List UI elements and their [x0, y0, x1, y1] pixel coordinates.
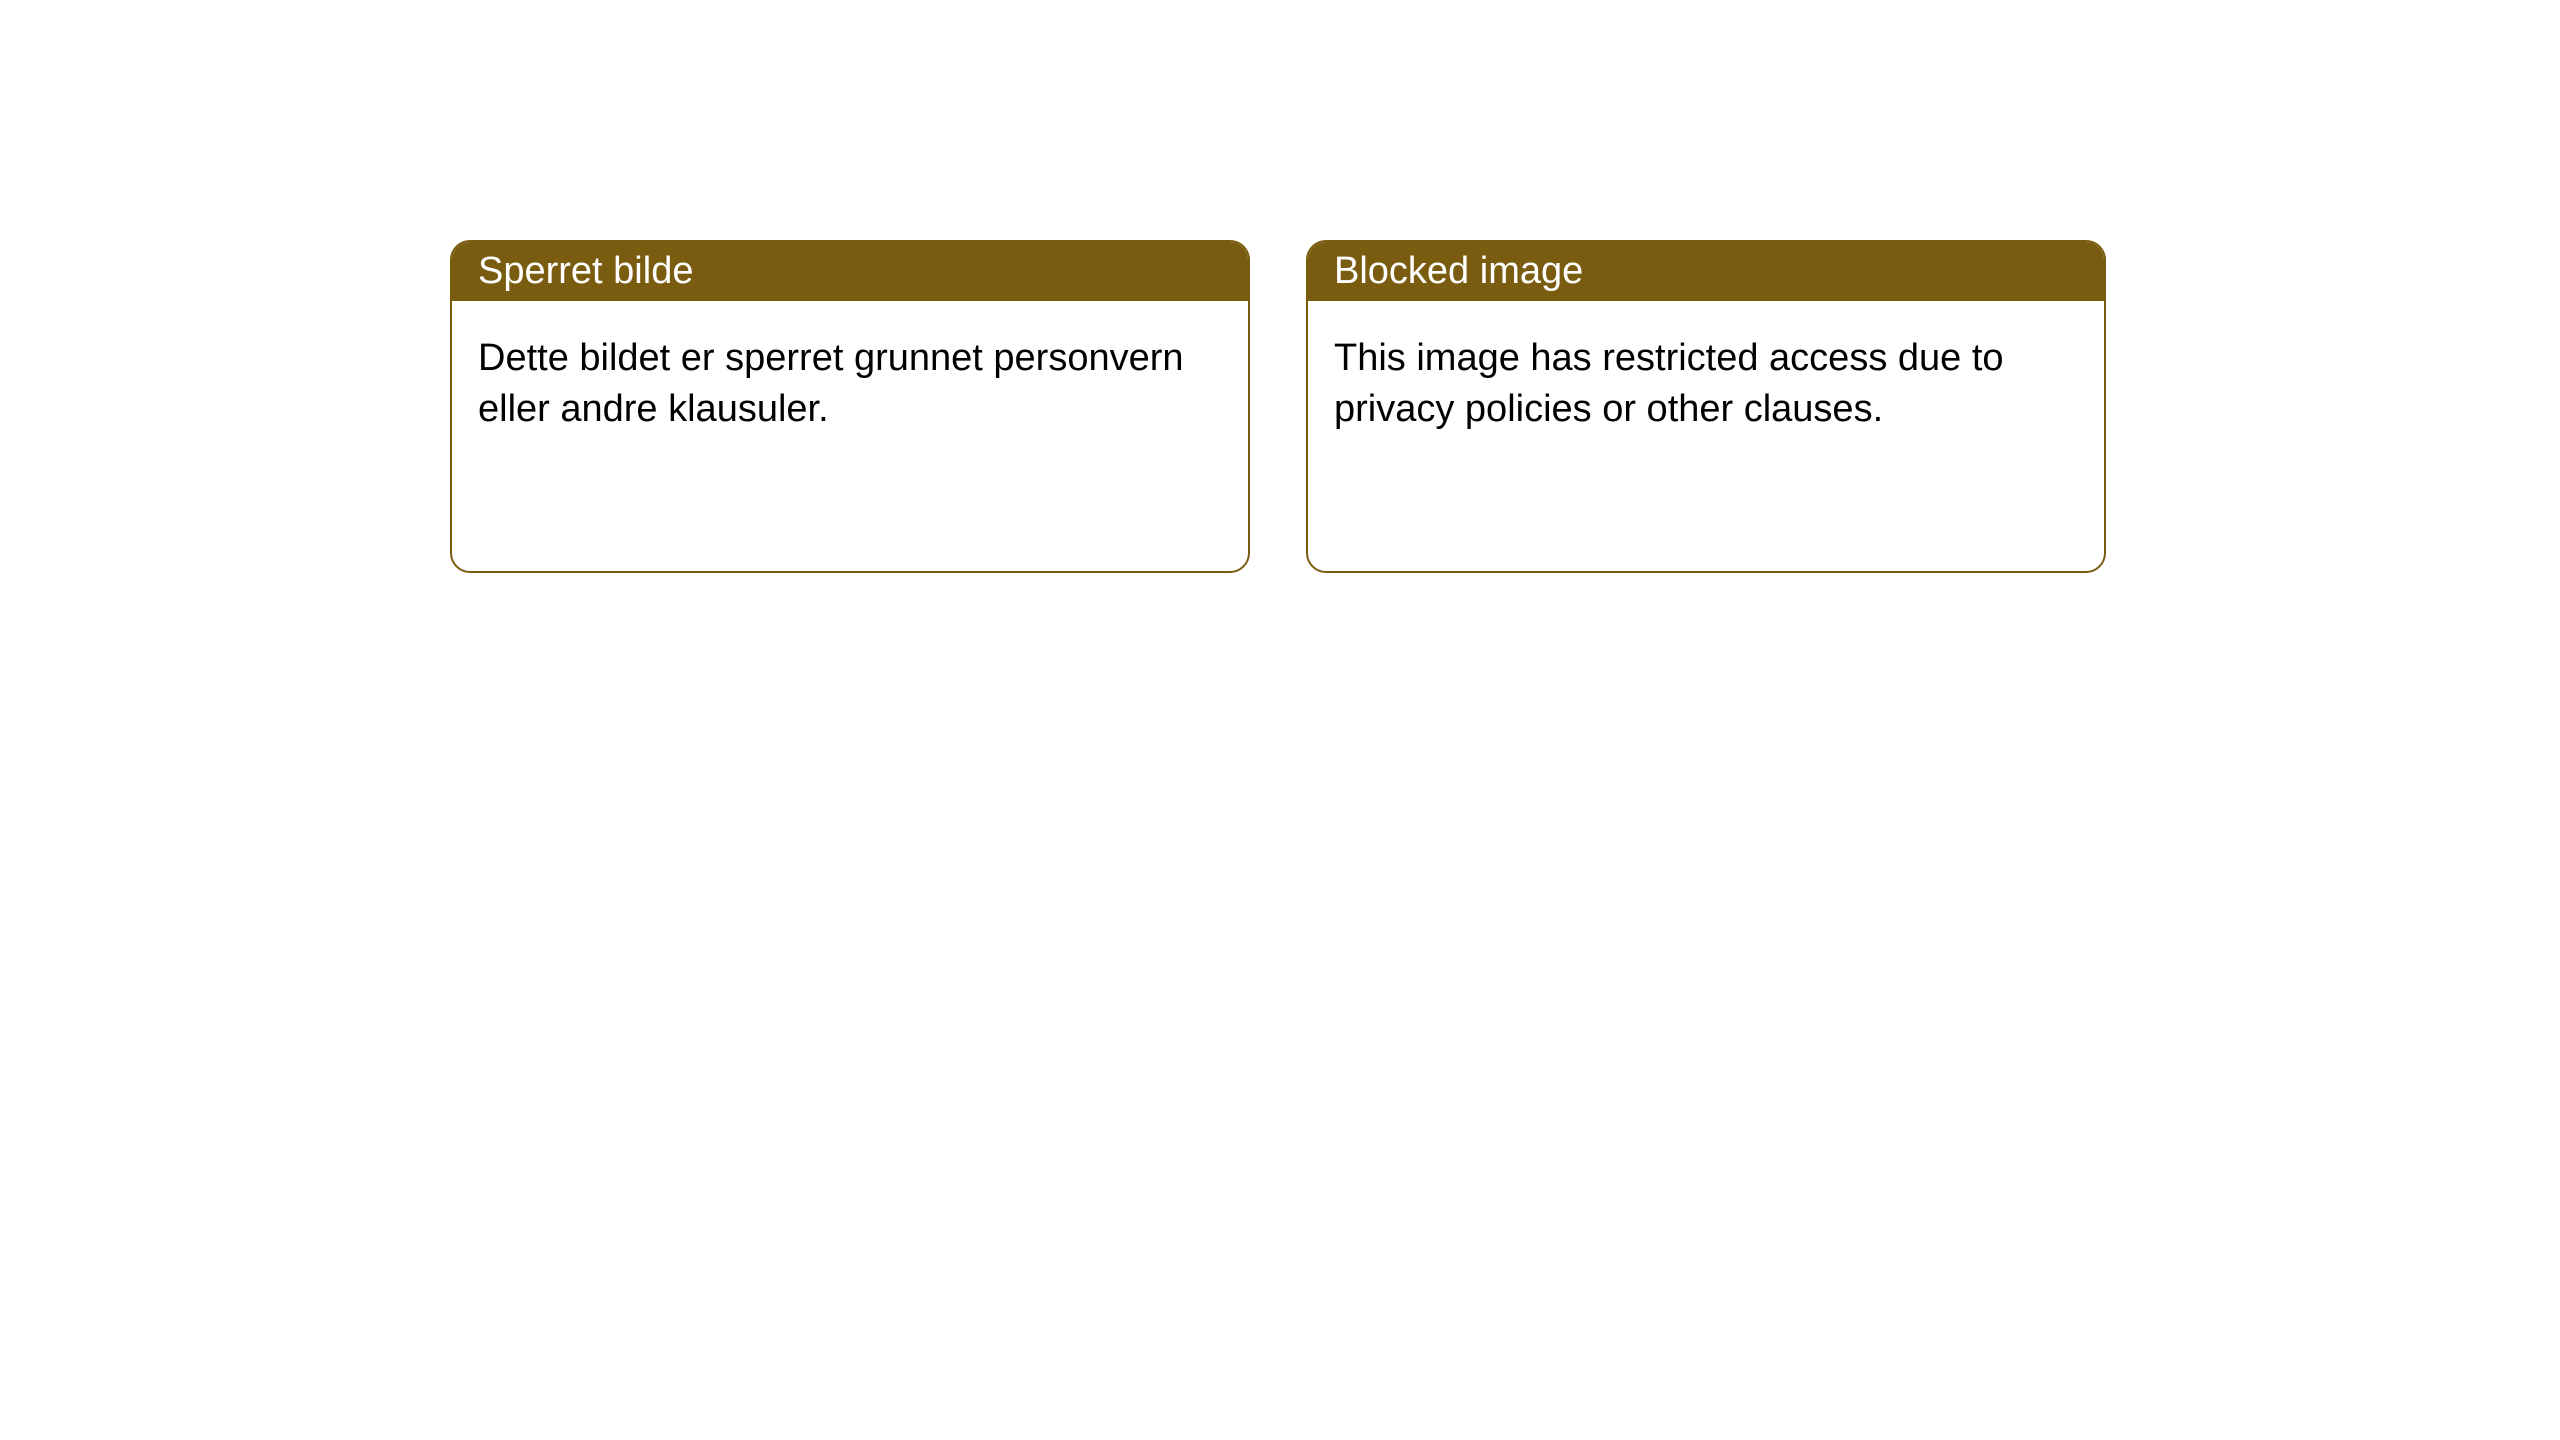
notice-title-en: Blocked image [1308, 242, 2104, 301]
notice-container: Sperret bilde Dette bildet er sperret gr… [0, 0, 2560, 573]
notice-body-en: This image has restricted access due to … [1308, 301, 2104, 468]
blocked-image-notice-nb: Sperret bilde Dette bildet er sperret gr… [450, 240, 1250, 573]
notice-body-nb: Dette bildet er sperret grunnet personve… [452, 301, 1248, 468]
notice-title-nb: Sperret bilde [452, 242, 1248, 301]
blocked-image-notice-en: Blocked image This image has restricted … [1306, 240, 2106, 573]
